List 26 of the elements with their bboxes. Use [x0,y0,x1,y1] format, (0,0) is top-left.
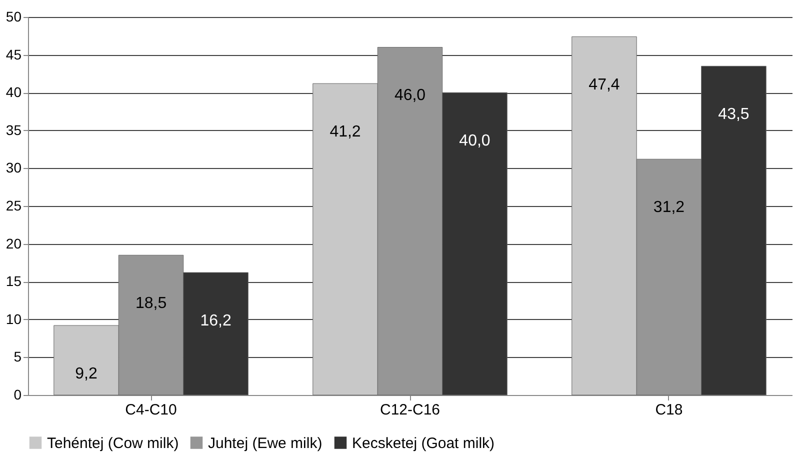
data-label: 18,5 [135,295,167,312]
legend-label: Juhtej (Ewe milk) [208,434,322,452]
data-label: 41,2 [330,124,361,141]
y-tick-label: 25 [6,198,22,214]
x-tick-label: C4-C10 [125,402,177,418]
data-label: 16,2 [200,312,232,330]
y-tick-label: 15 [6,273,22,290]
y-tick-label: 50 [6,8,22,24]
data-label: 47,4 [588,76,620,94]
y-tick-label: 30 [6,160,22,176]
y-tick-label: 0 [14,386,22,402]
y-tick-label: 45 [6,46,22,62]
data-label: 40,0 [459,132,490,150]
y-tick-label: 40 [6,84,22,100]
data-label: 43,5 [718,106,750,124]
y-tick-label: 10 [6,310,22,327]
data-label: 9,2 [75,365,98,382]
y-tick-label: 35 [6,122,22,138]
data-label: 31,2 [653,199,685,216]
legend-label: Kecsketej (Goat milk) [352,434,495,452]
y-tick-label: 5 [14,348,22,365]
x-tick-label: C12-C16 [380,402,440,418]
legend-label: Tehéntej (Cow milk) [47,434,179,452]
x-tick-label: C18 [655,402,683,418]
data-label: 46,0 [394,87,426,104]
y-tick-label: 20 [6,235,22,252]
